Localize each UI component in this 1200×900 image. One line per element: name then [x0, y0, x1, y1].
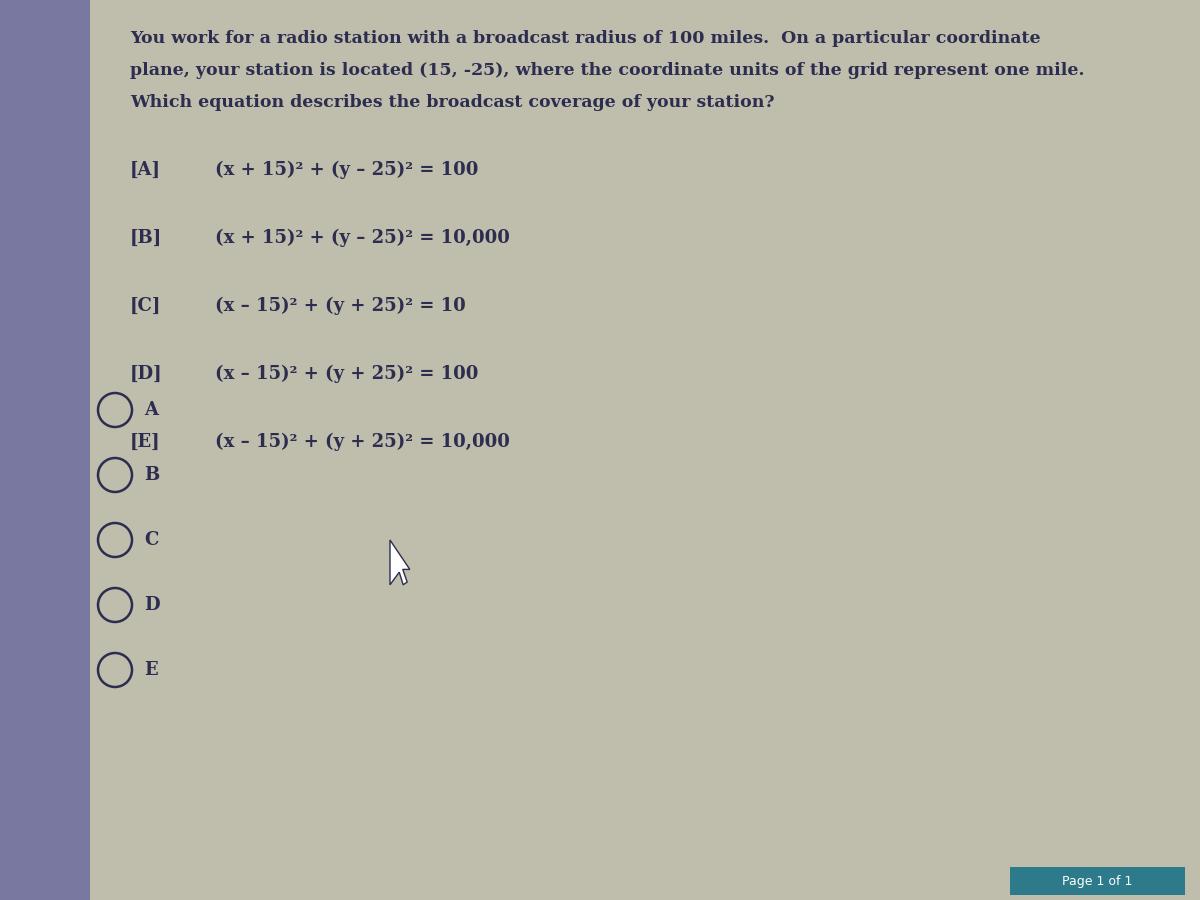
Text: (x + 15)² + (y – 25)² = 10,000: (x + 15)² + (y – 25)² = 10,000	[215, 229, 510, 248]
Text: [D]: [D]	[130, 365, 163, 383]
Text: B: B	[144, 466, 160, 484]
Text: You work for a radio station with a broadcast radius of 100 miles.  On a particu: You work for a radio station with a broa…	[130, 30, 1040, 47]
Text: (x + 15)² + (y – 25)² = 100: (x + 15)² + (y – 25)² = 100	[215, 161, 479, 179]
Bar	[1010, 867, 1186, 895]
Text: C: C	[144, 531, 158, 549]
Text: (x – 15)² + (y + 25)² = 100: (x – 15)² + (y + 25)² = 100	[215, 364, 479, 383]
Text: [B]: [B]	[130, 229, 162, 247]
Text: (x – 15)² + (y + 25)² = 10,000: (x – 15)² + (y + 25)² = 10,000	[215, 433, 510, 451]
Text: A: A	[144, 401, 158, 419]
Text: [A]: [A]	[130, 161, 161, 179]
Text: [E]: [E]	[130, 433, 161, 451]
Text: [C]: [C]	[130, 297, 161, 315]
Text: D: D	[144, 596, 160, 614]
Text: E: E	[144, 661, 157, 679]
Text: Page 1 of 1: Page 1 of 1	[1062, 875, 1132, 887]
Polygon shape	[390, 540, 410, 585]
Text: plane, your station is located (15, -25), where the coordinate units of the grid: plane, your station is located (15, -25)…	[130, 62, 1085, 79]
Text: Which equation describes the broadcast coverage of your station?: Which equation describes the broadcast c…	[130, 94, 774, 111]
Text: (x – 15)² + (y + 25)² = 10: (x – 15)² + (y + 25)² = 10	[215, 297, 466, 315]
Bar	[0, 0, 90, 900]
